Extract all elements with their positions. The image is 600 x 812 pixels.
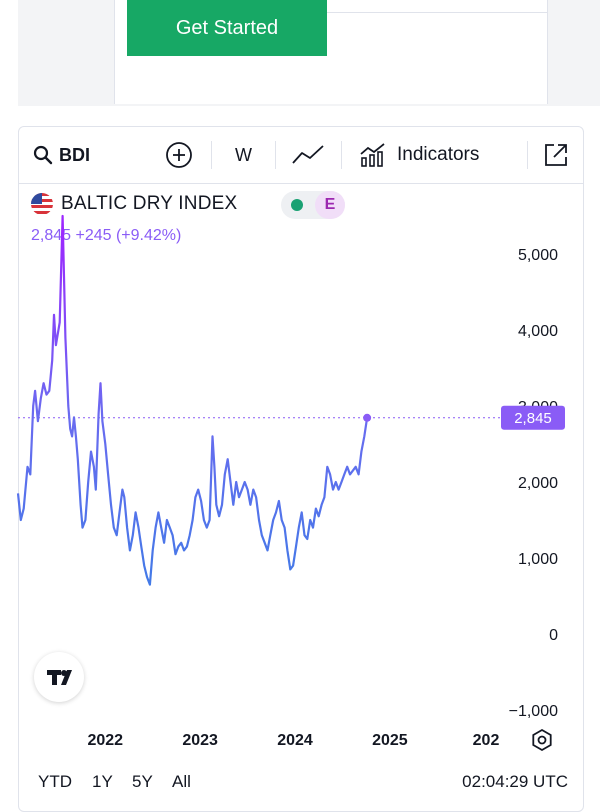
open-external-icon bbox=[545, 144, 567, 166]
range-1y-button[interactable]: 1Y bbox=[92, 772, 113, 791]
chart-toolbar: BDI W Indicators bbox=[19, 127, 583, 184]
plus-circle-icon bbox=[166, 142, 192, 168]
range-bar: YTD 1Y 5Y All 02:04:29 UTC bbox=[0, 766, 600, 800]
range-ytd-button[interactable]: YTD bbox=[38, 772, 72, 791]
series-value: 2,845 +245 (+9.42%) bbox=[31, 227, 182, 244]
symbol-search-button[interactable]: BDI bbox=[33, 127, 90, 183]
symbol-label: BDI bbox=[59, 144, 90, 165]
tradingview-logo-icon[interactable] bbox=[34, 652, 84, 702]
compare-button[interactable] bbox=[165, 127, 193, 183]
market-status-pill[interactable]: E bbox=[281, 191, 345, 219]
gear-icon[interactable] bbox=[530, 728, 554, 752]
chart-type-button[interactable] bbox=[291, 127, 325, 183]
get-started-button[interactable]: Get Started bbox=[127, 0, 327, 56]
range-5y-button[interactable]: 5Y bbox=[132, 772, 153, 791]
us-flag-icon bbox=[31, 193, 53, 215]
series-title: BALTIC DRY INDEX bbox=[61, 193, 238, 214]
range-all-button[interactable]: All bbox=[172, 772, 191, 791]
line-chart-icon bbox=[292, 145, 324, 164]
indicators-button[interactable]: Indicators bbox=[359, 127, 479, 183]
search-icon bbox=[33, 145, 53, 165]
fullscreen-button[interactable] bbox=[543, 127, 569, 183]
utc-clock[interactable]: 02:04:29 UTC bbox=[462, 772, 568, 791]
indicators-label: Indicators bbox=[397, 144, 480, 165]
chart-widget: BDI W Indicators bbox=[18, 126, 584, 812]
market-status-dot-icon bbox=[291, 199, 303, 211]
indicators-icon bbox=[360, 143, 385, 167]
interval-button[interactable]: W bbox=[235, 144, 252, 165]
earnings-badge: E bbox=[315, 191, 345, 219]
